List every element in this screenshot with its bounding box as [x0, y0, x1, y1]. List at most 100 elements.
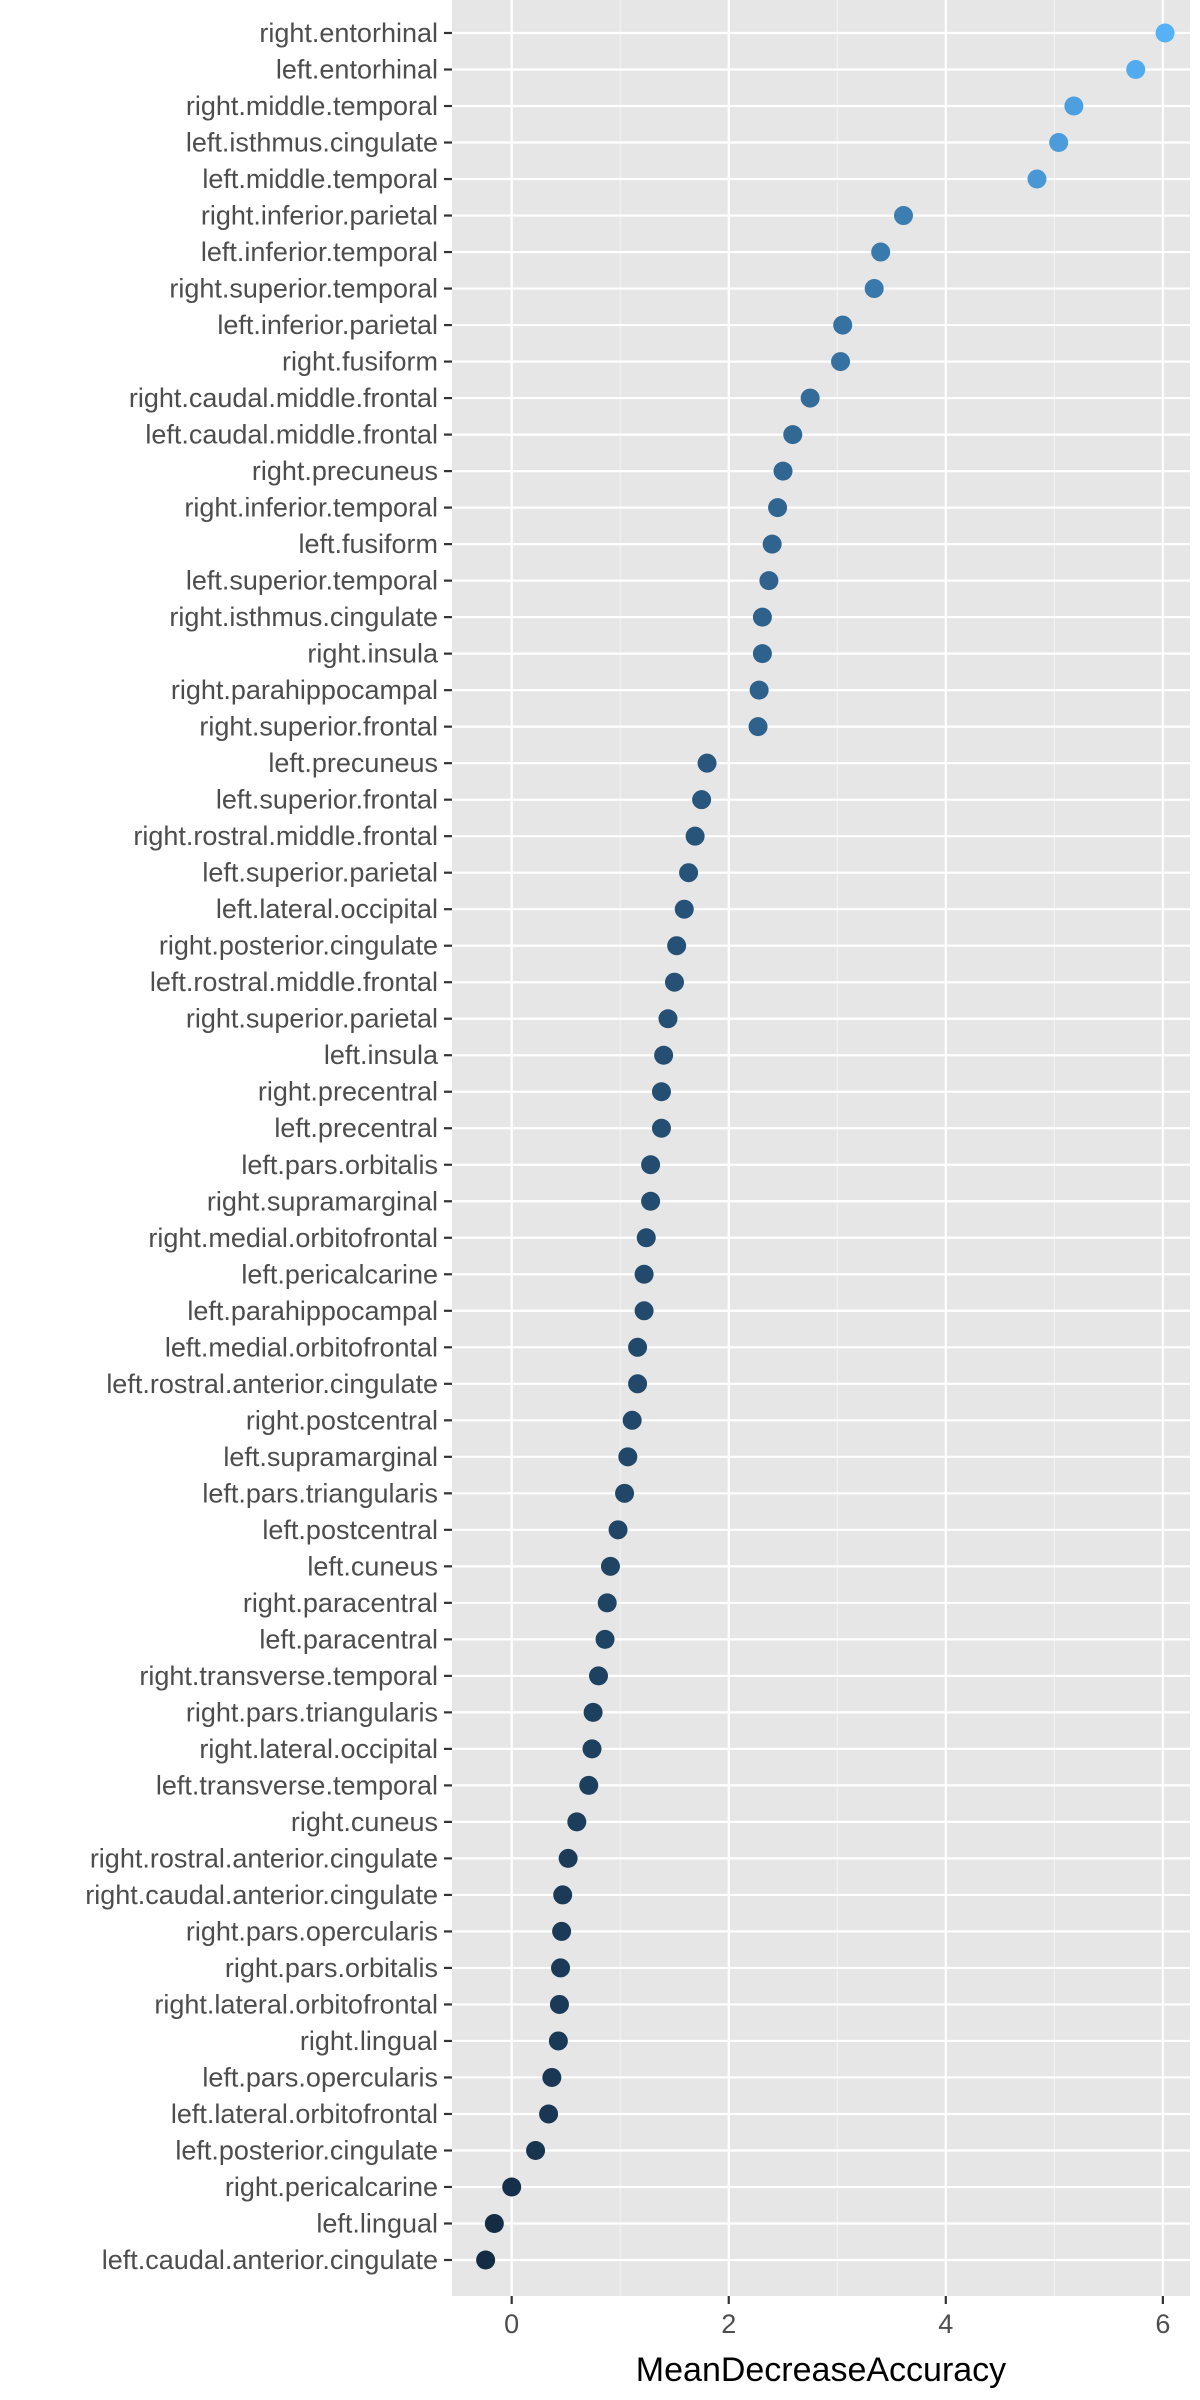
minor-gridlines: [619, 0, 1055, 2296]
data-point: [608, 1520, 628, 1540]
y-tick-label: right.caudal.anterior.cingulate: [85, 1880, 438, 1910]
y-tick-label: left.lateral.occipital: [216, 894, 438, 924]
data-point: [667, 936, 687, 956]
data-point: [800, 388, 820, 408]
y-tick-label: right.lingual: [300, 2026, 438, 2056]
y-tick-label: right.fusiform: [282, 347, 438, 377]
y-tick-label: right.lateral.orbitofrontal: [154, 1989, 438, 2019]
data-point: [674, 899, 694, 919]
data-point: [783, 425, 803, 445]
y-tick-label: left.supramarginal: [223, 1442, 438, 1472]
data-point: [634, 1264, 654, 1284]
data-point: [628, 1374, 648, 1394]
y-tick-label: right.pericalcarine: [225, 2172, 438, 2202]
y-tick-label: left.transverse.temporal: [156, 1770, 438, 1800]
data-point: [539, 2104, 559, 2124]
y-tick-label: right.inferior.parietal: [201, 201, 438, 231]
y-tick-label: left.pars.opercularis: [202, 2062, 438, 2092]
y-tick-label: left.caudal.anterior.cingulate: [102, 2245, 438, 2275]
data-point: [658, 1009, 678, 1029]
data-point: [583, 1702, 603, 1722]
data-point: [749, 680, 769, 700]
data-point: [597, 1593, 617, 1613]
data-point: [831, 352, 851, 372]
data-point: [654, 1045, 674, 1065]
y-tick-label: right.cuneus: [291, 1807, 438, 1837]
data-point: [1126, 60, 1146, 80]
data-point: [651, 1118, 671, 1138]
y-tick-label: left.postcentral: [262, 1515, 438, 1545]
y-tick-label: left.precentral: [274, 1113, 438, 1143]
data-point: [768, 498, 788, 518]
data-point: [759, 571, 779, 591]
y-tick-label: left.lateral.orbitofrontal: [171, 2099, 438, 2129]
y-tick-label: left.parahippocampal: [187, 1296, 438, 1326]
data-point: [549, 1994, 569, 2014]
data-point: [833, 315, 853, 335]
data-point: [871, 242, 891, 262]
data-point: [502, 2177, 522, 2197]
data-point: [553, 1885, 573, 1905]
data-point: [748, 717, 768, 737]
data-point: [595, 1629, 615, 1649]
data-point: [618, 1447, 638, 1467]
y-tick-label: left.medial.orbitofrontal: [165, 1332, 438, 1362]
y-tick-label: right.transverse.temporal: [139, 1661, 438, 1691]
data-point: [552, 1921, 572, 1941]
data-point: [579, 1775, 599, 1795]
x-axis: 0 2 4 6: [504, 2296, 1170, 2339]
y-tick-label: right.insula: [307, 639, 439, 669]
data-point: [692, 790, 712, 810]
data-point: [567, 1812, 587, 1832]
y-tick-label: right.inferior.temporal: [184, 493, 438, 523]
y-tick-label: right.precentral: [258, 1077, 438, 1107]
data-points: [476, 23, 1175, 2270]
data-point: [685, 826, 705, 846]
x-axis-title: MeanDecreaseAccuracy: [636, 2351, 1006, 2389]
y-tick-label: right.pars.opercularis: [186, 1916, 438, 1946]
y-tick-label: right.pars.triangularis: [186, 1697, 438, 1727]
y-tick-label: right.pars.orbitalis: [225, 1953, 438, 1983]
y-tick-label: right.parahippocampal: [171, 675, 438, 705]
y-tick-label: right.middle.temporal: [186, 91, 438, 121]
y-tick-label: right.superior.temporal: [169, 274, 438, 304]
data-point: [1064, 96, 1084, 116]
x-tick-label: 6: [1155, 2309, 1170, 2339]
y-tick-label: left.pericalcarine: [241, 1259, 438, 1289]
plot-panel: [452, 0, 1190, 2296]
data-point: [752, 644, 772, 664]
x-tick-label: 4: [938, 2309, 953, 2339]
y-tick-label: left.superior.temporal: [186, 566, 438, 596]
data-point: [641, 1191, 661, 1211]
data-point: [484, 2213, 504, 2233]
y-tick-label: right.caudal.middle.frontal: [129, 383, 438, 413]
data-point: [551, 1958, 571, 1978]
data-point: [600, 1556, 620, 1576]
data-point: [697, 753, 717, 773]
data-point: [476, 2250, 496, 2270]
y-tick-label: left.isthmus.cingulate: [186, 128, 438, 158]
y-tick-label: left.precuneus: [268, 748, 438, 778]
data-point: [634, 1301, 654, 1321]
major-gridlines-x: [510, 0, 1164, 2296]
data-point: [622, 1410, 642, 1430]
data-point: [679, 863, 699, 883]
x-tick-label: 0: [504, 2309, 519, 2339]
major-gridlines-y: [452, 31, 1190, 2262]
data-point: [548, 2031, 568, 2051]
y-tick-label: right.superior.parietal: [186, 1004, 438, 1034]
data-point: [615, 1483, 635, 1503]
data-point: [651, 1082, 671, 1102]
data-point: [526, 2140, 546, 2160]
y-tick-label: right.rostral.middle.frontal: [133, 821, 438, 851]
y-tick-label: right.entorhinal: [259, 18, 438, 48]
y-tick-label: left.rostral.anterior.cingulate: [106, 1369, 438, 1399]
data-point: [1049, 133, 1069, 153]
data-point: [1027, 169, 1047, 189]
data-point: [752, 607, 772, 627]
data-point: [1155, 23, 1175, 43]
y-tick-label: left.pars.triangularis: [202, 1478, 438, 1508]
y-tick-label: left.caudal.middle.frontal: [145, 420, 438, 450]
y-tick-label: right.precuneus: [252, 456, 438, 486]
